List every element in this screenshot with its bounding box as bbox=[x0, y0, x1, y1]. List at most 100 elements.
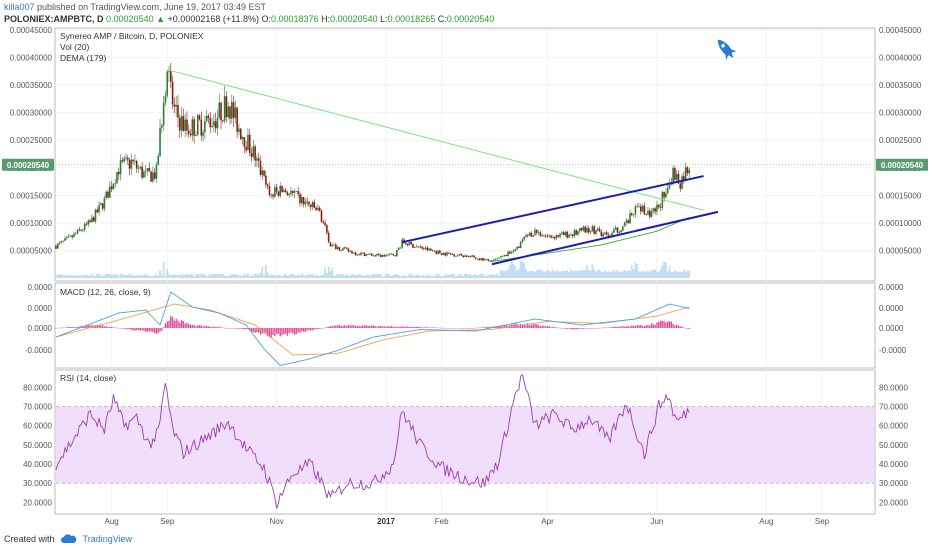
macd-hist-bar bbox=[552, 326, 554, 328]
volume-bar bbox=[487, 274, 490, 278]
macd-hist-bar bbox=[198, 325, 201, 328]
macd-hist-bar bbox=[175, 318, 177, 328]
macd-hist-bar bbox=[650, 323, 653, 328]
candle-body bbox=[213, 121, 215, 127]
macd-hist-bar bbox=[643, 326, 646, 328]
volume-bar bbox=[505, 271, 508, 278]
candle-body bbox=[345, 247, 348, 249]
volume-bar bbox=[453, 273, 456, 278]
candle-body bbox=[509, 251, 511, 254]
volume-bar bbox=[607, 271, 610, 278]
tradingview-link[interactable]: TradingView bbox=[82, 534, 133, 544]
x-tick-label: Sep bbox=[815, 517, 830, 526]
volume-bar bbox=[195, 274, 197, 278]
volume-bar bbox=[560, 270, 563, 278]
volume-bar bbox=[673, 270, 676, 278]
candle-body bbox=[62, 240, 64, 242]
y-tick-label-right: 0.00010000 bbox=[879, 219, 922, 228]
candle-body bbox=[87, 220, 90, 225]
y-tick-label-left: 0.00035000 bbox=[10, 81, 53, 90]
macd-hist-bar bbox=[537, 324, 540, 328]
volume-bar bbox=[665, 262, 667, 278]
volume-bar bbox=[587, 270, 590, 278]
volume-bar bbox=[322, 274, 325, 278]
macd-hist-bar bbox=[388, 326, 391, 328]
volume-bar bbox=[256, 274, 258, 278]
dema-line bbox=[491, 216, 690, 262]
macd-hist-bar bbox=[205, 326, 208, 328]
candle-body bbox=[207, 115, 210, 119]
author-link[interactable]: killa007 bbox=[4, 2, 35, 12]
candle-body bbox=[498, 257, 500, 259]
volume-bar bbox=[376, 273, 379, 278]
macd-hist-bar bbox=[613, 326, 615, 328]
macd-hist-bar bbox=[396, 326, 398, 328]
candle-body bbox=[512, 250, 515, 253]
candle-body bbox=[187, 130, 190, 134]
volume-bar bbox=[462, 276, 465, 278]
macd-hist-bar bbox=[661, 320, 664, 328]
candle-body bbox=[564, 231, 567, 236]
macd-hist-bar bbox=[460, 328, 463, 329]
candle-body bbox=[480, 258, 482, 261]
volume-bar bbox=[308, 274, 310, 278]
macd-hist-bar bbox=[681, 326, 683, 328]
volume-bar bbox=[369, 275, 371, 278]
y-tick-label-right: 0.00035000 bbox=[879, 81, 922, 90]
macd-hist-bar bbox=[121, 328, 124, 329]
macd-hist-bar bbox=[397, 326, 400, 328]
candle-body bbox=[374, 255, 377, 257]
candle-body bbox=[543, 235, 545, 237]
y-tick-label-left: 0.00010000 bbox=[10, 219, 53, 228]
candle-body bbox=[422, 248, 425, 250]
candle-body bbox=[173, 104, 176, 107]
macd-hist-bar bbox=[231, 328, 233, 329]
volume-bar bbox=[186, 273, 188, 278]
candle-body bbox=[546, 235, 549, 237]
candle-body bbox=[397, 247, 400, 250]
volume-bar bbox=[164, 276, 167, 278]
macd-hist-bar bbox=[119, 328, 122, 329]
volume-bar bbox=[65, 274, 68, 278]
candle-body bbox=[291, 190, 294, 193]
volume-bar bbox=[661, 265, 664, 278]
candle-body bbox=[58, 242, 61, 244]
macd-hist-bar bbox=[525, 325, 527, 328]
volume-bar bbox=[275, 275, 278, 278]
publish-info: killa007 published on TradingView.com, J… bbox=[4, 2, 266, 12]
channel-upper-line[interactable] bbox=[402, 175, 704, 244]
macd-hist-bar bbox=[182, 320, 185, 328]
macd-hist-bar bbox=[390, 326, 393, 328]
volume-bar bbox=[74, 275, 77, 278]
candle-body bbox=[125, 157, 127, 159]
macd-hist-bar bbox=[283, 328, 285, 335]
volume-bar bbox=[293, 275, 296, 278]
volume-bar bbox=[282, 274, 285, 278]
macd-hist-bar bbox=[473, 327, 475, 329]
volume-bar bbox=[146, 274, 149, 278]
volume-bar bbox=[178, 274, 181, 278]
macd-hist-bar bbox=[265, 328, 267, 334]
macd-hist-bar bbox=[645, 325, 647, 328]
macd-hist-bar bbox=[125, 328, 127, 330]
volume-bar bbox=[55, 275, 57, 278]
volume-bar bbox=[675, 271, 678, 278]
y-tick-label-right: 0.00030000 bbox=[879, 109, 922, 118]
candle-body bbox=[596, 228, 599, 231]
candle-body bbox=[672, 167, 674, 185]
macd-hist-bar bbox=[401, 326, 403, 328]
candle-body bbox=[177, 105, 179, 118]
trendline[interactable] bbox=[167, 69, 704, 211]
volume-bar bbox=[155, 274, 158, 278]
macd-hist-bar bbox=[245, 328, 247, 330]
channel-lower-line[interactable] bbox=[491, 210, 719, 266]
candle-body bbox=[600, 231, 603, 237]
volume-bar bbox=[98, 273, 100, 278]
candle-body bbox=[146, 168, 149, 171]
candle-body bbox=[318, 207, 321, 211]
volume-bar bbox=[634, 262, 637, 278]
macd-hist-bar bbox=[589, 328, 592, 329]
macd-hist-bar bbox=[134, 328, 136, 331]
volume-bar bbox=[501, 270, 504, 278]
